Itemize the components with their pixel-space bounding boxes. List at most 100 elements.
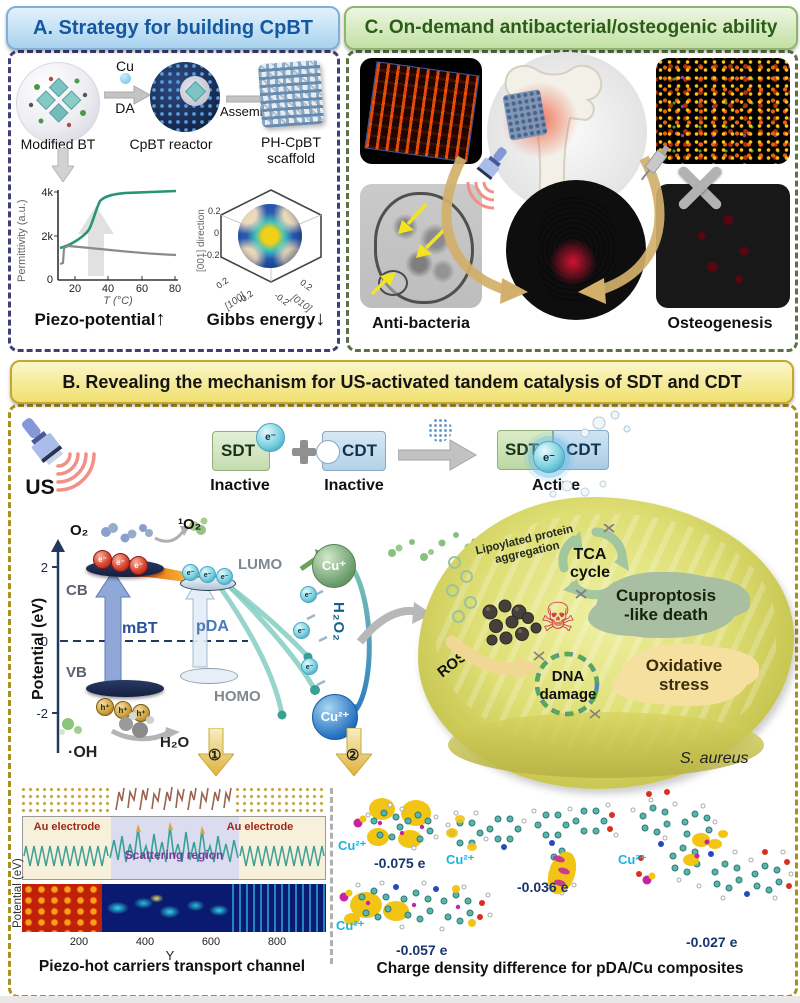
tca-label-2: cycle bbox=[569, 564, 611, 581]
modified-bt-sphere bbox=[16, 62, 100, 144]
vb-label: VB bbox=[66, 664, 87, 681]
gibbs-energy-caption: Gibbs energy↓ bbox=[202, 308, 330, 331]
cb-electron-3: e⁻ bbox=[129, 556, 148, 575]
tca-cycle-arrows bbox=[558, 524, 629, 600]
e5: e⁻ bbox=[203, 571, 212, 579]
band-ylabel: Potential (eV) bbox=[30, 597, 47, 700]
down-arrow-glyph-icon: ↓ bbox=[315, 308, 326, 330]
cupro-line2: -like death bbox=[623, 605, 709, 624]
h3: h⁺ bbox=[136, 708, 146, 718]
charge-value-3: -0.036 e bbox=[517, 879, 569, 895]
panel-c-header: C. On-demand antibacterial/osteogenic ab… bbox=[344, 6, 798, 50]
ros-arrow bbox=[446, 635, 542, 680]
permittivity-chart: 4k 2k 0 20 40 60 80 T (°C) bbox=[41, 187, 181, 306]
us-label: US bbox=[25, 476, 55, 499]
cu1-text: Cu⁺ bbox=[321, 558, 347, 573]
xtick-80: 80 bbox=[169, 283, 181, 295]
au-lattice-left bbox=[20, 786, 110, 814]
dna-label-2: damage bbox=[539, 686, 597, 703]
cb-electron-2: e⁻ bbox=[111, 553, 130, 572]
mbt-label: mBT bbox=[122, 620, 158, 637]
section-divider bbox=[330, 788, 333, 964]
bt-curve bbox=[59, 244, 177, 266]
heatmap-scatter-zone bbox=[102, 884, 232, 932]
transport-waveform bbox=[23, 822, 325, 867]
xtick-60: 60 bbox=[136, 283, 148, 295]
panel-c-title: C. On-demand antibacterial/osteogenic ab… bbox=[364, 17, 778, 38]
lumo-label: LUMO bbox=[238, 556, 283, 573]
xtick-20: 20 bbox=[69, 283, 81, 295]
molecule-chain bbox=[115, 786, 232, 811]
modified-bt-crystals bbox=[28, 76, 88, 128]
oxidative-cloud: Oxidative stress bbox=[620, 644, 748, 706]
transport-xtick-600: 600 bbox=[201, 936, 221, 948]
gibbs-energy-text: Gibbs energy bbox=[206, 310, 316, 329]
cu-label-4: Cu²⁺ bbox=[618, 852, 647, 867]
chain-electron-1: e⁻ bbox=[300, 586, 317, 603]
red-bone-image bbox=[656, 184, 790, 308]
e6: e⁻ bbox=[220, 573, 229, 581]
cb-label: CB bbox=[66, 582, 88, 599]
scaffold-label-1: PH-CpBT bbox=[261, 134, 321, 150]
cu-label-3: Cu²⁺ bbox=[336, 918, 365, 933]
red-bone-blob bbox=[670, 194, 776, 298]
transport-xtick-200: 200 bbox=[69, 936, 89, 948]
cpbt-cutaway bbox=[180, 76, 210, 106]
cu-label: Cu bbox=[116, 58, 134, 74]
gibbs-axis-label: [001] direction bbox=[196, 209, 207, 272]
au-lattice-right bbox=[234, 786, 324, 814]
scaffold-fluorescence-image bbox=[360, 58, 482, 164]
plus-icon bbox=[292, 440, 316, 464]
gibbs-ytick-1: 0.2 bbox=[208, 206, 221, 216]
gibbs-ytick-3: -0.2 bbox=[204, 250, 220, 260]
electron-ball-sdt: e⁻ bbox=[256, 423, 285, 452]
charge-value-2: -0.057 e bbox=[396, 942, 448, 958]
cpbt-reactor-sphere bbox=[150, 62, 220, 132]
cpbt-curve bbox=[59, 189, 177, 250]
band-tick-2: 2 bbox=[41, 560, 48, 575]
au-electrode-left-label: Au electrode bbox=[33, 821, 101, 833]
molecule-2 bbox=[445, 802, 619, 896]
chain-electron-3: e⁻ bbox=[301, 658, 318, 675]
cb-electron-1: e⁻ bbox=[93, 550, 112, 569]
sdt-text: SDT bbox=[221, 441, 255, 460]
au-electrode-right-label: Au electrode bbox=[226, 821, 294, 833]
anti-bacteria-label: Anti-bacteria bbox=[372, 315, 470, 332]
o2-label: O₂ bbox=[70, 522, 89, 539]
transport-caption: Piezo-hot carriers transport channel bbox=[38, 958, 306, 975]
cupro-line1: Cuproptosis bbox=[615, 585, 717, 605]
ytick-0: 0 bbox=[47, 274, 53, 286]
transport-xtick-800: 800 bbox=[267, 936, 287, 948]
band-tick-0: 0 bbox=[41, 634, 48, 649]
da-label: DA bbox=[115, 100, 135, 116]
cuproptosis-cloud: Cuproptosis -like death bbox=[596, 572, 736, 638]
charge-caption: Charge density difference for pDA/Cu com… bbox=[376, 960, 744, 977]
cu1-sphere: Cu⁺ bbox=[312, 544, 356, 588]
charge-value-1: -0.075 e bbox=[374, 855, 426, 871]
panel-b-title: B. Revealing the mechanism for US-activa… bbox=[62, 371, 742, 392]
ce2: e⁻ bbox=[297, 627, 306, 635]
activation-arrow bbox=[398, 439, 478, 471]
transport-xtick-400: 400 bbox=[135, 936, 155, 948]
arrow-to-cell bbox=[356, 602, 432, 645]
oh-h2o-molecules bbox=[59, 712, 154, 738]
vb-platform bbox=[86, 680, 164, 697]
step1-label: ① bbox=[208, 747, 222, 764]
transport-plot bbox=[22, 816, 326, 880]
cycle-arrows bbox=[441, 155, 665, 304]
electron-text: e⁻ bbox=[265, 432, 276, 443]
sdt-active-text: SDT bbox=[505, 440, 539, 459]
inactive-label-left: Inactive bbox=[210, 477, 270, 494]
panel-a-title: A. Strategy for building CpBT bbox=[33, 16, 313, 39]
transmission-heatmap bbox=[22, 884, 326, 932]
molecule-4 bbox=[630, 789, 794, 901]
h2o2-label: H₂O₂ bbox=[330, 602, 347, 642]
piezo-potential-text: Piezo-potential bbox=[34, 310, 156, 329]
up-arrow-icon: ↑ bbox=[155, 308, 166, 330]
us-waves-c bbox=[466, 181, 495, 210]
lumo-electron-2: e⁻ bbox=[199, 566, 216, 583]
molecule-1 bbox=[353, 798, 439, 851]
page-bottom-strip bbox=[0, 996, 800, 1003]
e1: e⁻ bbox=[98, 555, 107, 564]
step2-label: ② bbox=[346, 747, 360, 764]
